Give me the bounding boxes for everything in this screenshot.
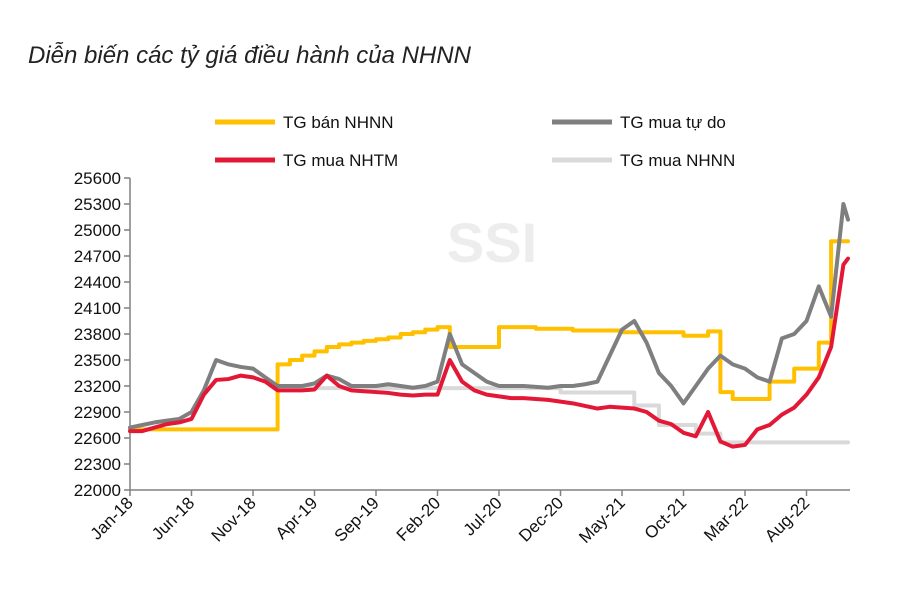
y-tick-label: 22900 <box>74 403 121 422</box>
y-tick-label: 25000 <box>74 221 121 240</box>
legend-label: TG mua NHNN <box>620 151 735 170</box>
legend: TG bán NHNN TG mua tự do TG mua NHTM TG mua… <box>215 113 735 170</box>
y-tick-label: 23500 <box>74 351 121 370</box>
y-tick-label: 22600 <box>74 429 121 448</box>
y-tick-label: 22300 <box>74 455 121 474</box>
x-tick-label: Sep-19 <box>331 493 383 545</box>
series-line-3 <box>275 386 850 445</box>
series-line-2 <box>128 256 850 449</box>
chart-title: Diễn biến các tỷ giá điều hành của NHNN <box>28 42 471 69</box>
series-lines <box>128 202 850 449</box>
y-tick-label: 25300 <box>74 195 121 214</box>
x-tick-label: Aug-22 <box>761 493 813 545</box>
x-tick-label: Jan-18 <box>87 493 137 543</box>
legend-label: TG mua NHTM <box>283 151 398 170</box>
y-tick-label: 23200 <box>74 377 121 396</box>
watermark-ssi: SSI <box>447 211 537 274</box>
x-tick-label: Jun-18 <box>148 493 198 543</box>
x-tick-label: Mar-22 <box>700 493 752 545</box>
y-tick-label: 24400 <box>74 273 121 292</box>
legend-label: TG bán NHNN <box>283 113 394 132</box>
y-tick-label: 24700 <box>74 247 121 266</box>
y-tick-label: 23800 <box>74 325 121 344</box>
legend-label: TG mua tự do <box>620 113 726 132</box>
x-tick-label: Apr-19 <box>272 493 322 543</box>
y-tick-label: 25600 <box>74 169 121 188</box>
series-line-0 <box>128 239 850 432</box>
y-tick-label: 24100 <box>74 299 121 318</box>
y-tick-label: 22000 <box>74 481 121 500</box>
x-tick-label: Jul-20 <box>460 493 506 539</box>
x-tick-label: Nov-18 <box>208 493 260 545</box>
x-tick-label: May-21 <box>575 493 629 547</box>
x-tick-label: Feb-20 <box>393 493 445 545</box>
x-tick-label: Oct-21 <box>641 493 691 543</box>
x-tick-label: Dec-20 <box>515 493 567 545</box>
series-line-1 <box>128 202 850 430</box>
